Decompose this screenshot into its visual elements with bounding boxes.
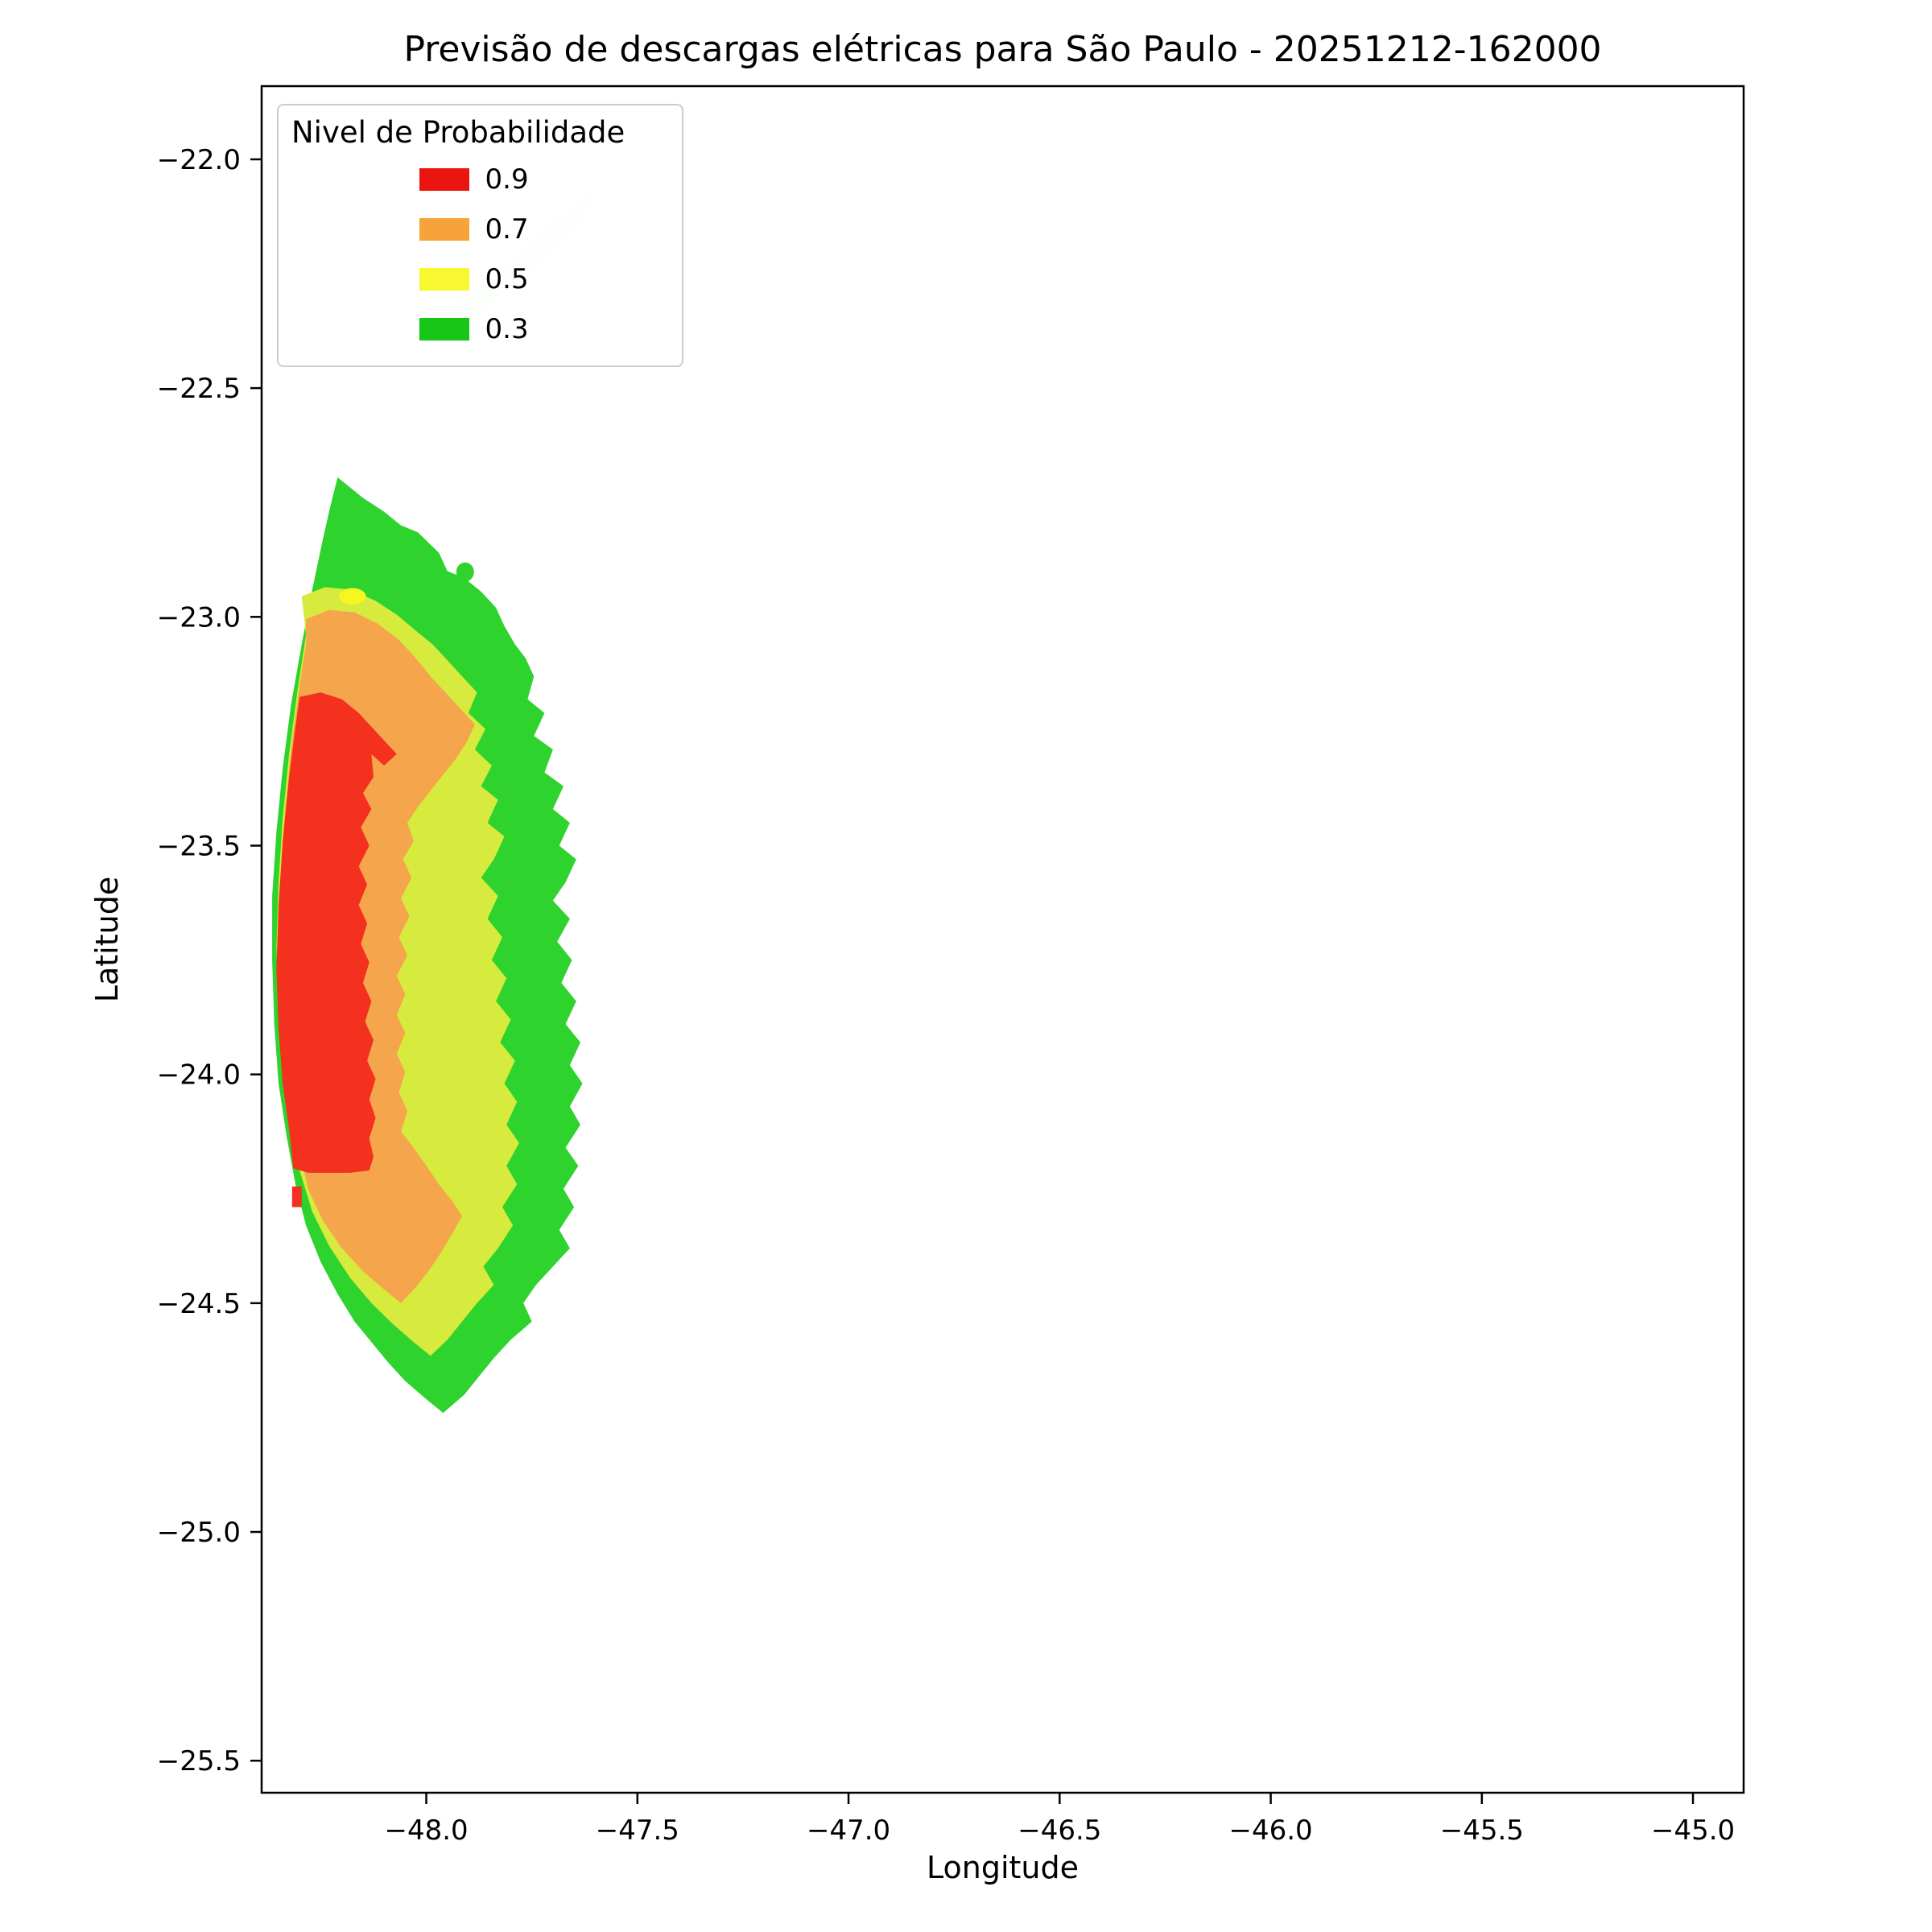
yellow-spot	[339, 588, 366, 605]
legend-title: Nivel de Probabilidade	[291, 115, 625, 150]
x-tick-label: −48.0	[384, 1814, 468, 1847]
green-spot	[456, 562, 474, 582]
legend-swatch	[419, 168, 469, 191]
y-tick-label: −24.0	[157, 1059, 241, 1092]
axes-frame	[260, 85, 1745, 1794]
legend: Nivel de Probabilidade 0.9 0.7 0.5 0.3	[277, 104, 683, 367]
region-level-0-9-south-fragment	[291, 1186, 302, 1208]
region-level-0-9	[276, 692, 397, 1173]
legend-entry: 0.5	[291, 254, 669, 304]
x-tick-label: −47.0	[807, 1814, 890, 1847]
x-tick-label: −46.0	[1228, 1814, 1312, 1847]
legend-swatch	[419, 268, 469, 291]
x-tick-label: −46.5	[1018, 1814, 1101, 1847]
y-tick-label: −22.5	[157, 373, 241, 405]
legend-swatch	[419, 218, 469, 241]
y-tick-label: −25.5	[157, 1745, 241, 1777]
y-axis-label: Latitude	[89, 876, 125, 1003]
legend-entry: 0.3	[291, 304, 669, 354]
y-tick-label: −23.0	[157, 601, 241, 634]
legend-entry-label: 0.5	[485, 263, 529, 295]
y-tick-label: −22.0	[157, 144, 241, 176]
y-tick-label: −24.5	[157, 1288, 241, 1320]
legend-swatch	[419, 318, 469, 341]
legend-entry: 0.7	[291, 204, 669, 254]
y-tick-label: −23.5	[157, 830, 241, 862]
legend-entry-label: 0.9	[485, 163, 529, 196]
y-tick-label: −25.0	[157, 1517, 241, 1549]
chart-title: Previsão de descargas elétricas para São…	[403, 29, 1602, 70]
legend-entry: 0.9	[291, 155, 669, 204]
legend-entry-label: 0.7	[485, 213, 529, 246]
x-tick-label: −45.0	[1651, 1814, 1735, 1847]
x-tick-label: −47.5	[596, 1814, 679, 1847]
x-tick-label: −45.5	[1440, 1814, 1524, 1847]
legend-entry-label: 0.3	[485, 313, 529, 345]
x-axis-label: Longitude	[927, 1850, 1079, 1885]
